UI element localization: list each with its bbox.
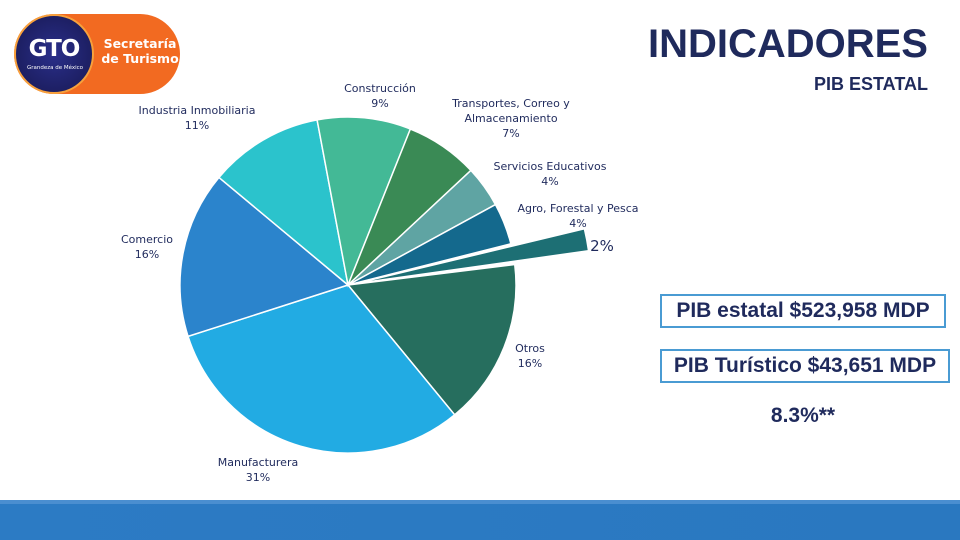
pie-label-4: Construcción 9%: [344, 82, 416, 110]
pie-label-2: Comercio 16%: [121, 233, 173, 261]
pie-label-3: Industria Inmobiliaria 11%: [139, 104, 256, 132]
logo-mark: GTO: [28, 36, 81, 62]
logo-tagline: Grandeza de México: [26, 65, 84, 71]
page-subtitle: PIB ESTATAL: [814, 74, 928, 94]
secretaria-turismo-logo: GTO Grandeza de México Secretaría de Tur…: [14, 14, 180, 94]
pie-slice-otros: [346, 263, 517, 416]
pib-estatal-box: PIB estatal $523,958 MDP: [660, 294, 946, 328]
pie-label-1: Manufacturera 31%: [218, 456, 298, 484]
logo-line2: de Turismo: [101, 51, 179, 66]
pie-label-5: Transportes, Correo y Almacenamiento 7%: [451, 97, 570, 140]
logo-text: Secretaría de Turismo: [100, 36, 180, 66]
pie-slice-comercio: [179, 176, 350, 338]
gto-logo-circle: GTO Grandeza de México: [14, 14, 94, 94]
pie-label-7: Agro, Forestal y Pesca 4%: [517, 202, 638, 230]
page-title: INDICADORES: [647, 22, 928, 66]
pie-label-6: Servicios Educativos 4%: [494, 160, 607, 188]
pie-label-8: 2%: [590, 237, 614, 255]
tourism-share-value: 8.3%**: [770, 404, 836, 427]
pib-turistico-box: PIB Turístico $43,651 MDP: [660, 349, 950, 383]
pie-slice-construcci-n: [316, 116, 412, 288]
pie-slice-agro-forestal-y-pesca: [347, 203, 512, 286]
logo-line1: Secretaría: [103, 36, 177, 51]
pie-slice-industria-inmobiliaria: [217, 118, 350, 287]
pie-slice-exploded: [355, 227, 590, 285]
footer-bar: [0, 500, 960, 540]
pie-label-0: Otros 16%: [515, 342, 545, 370]
footer-divider: [0, 500, 960, 504]
pie-slice-manufacturera: [187, 284, 456, 454]
